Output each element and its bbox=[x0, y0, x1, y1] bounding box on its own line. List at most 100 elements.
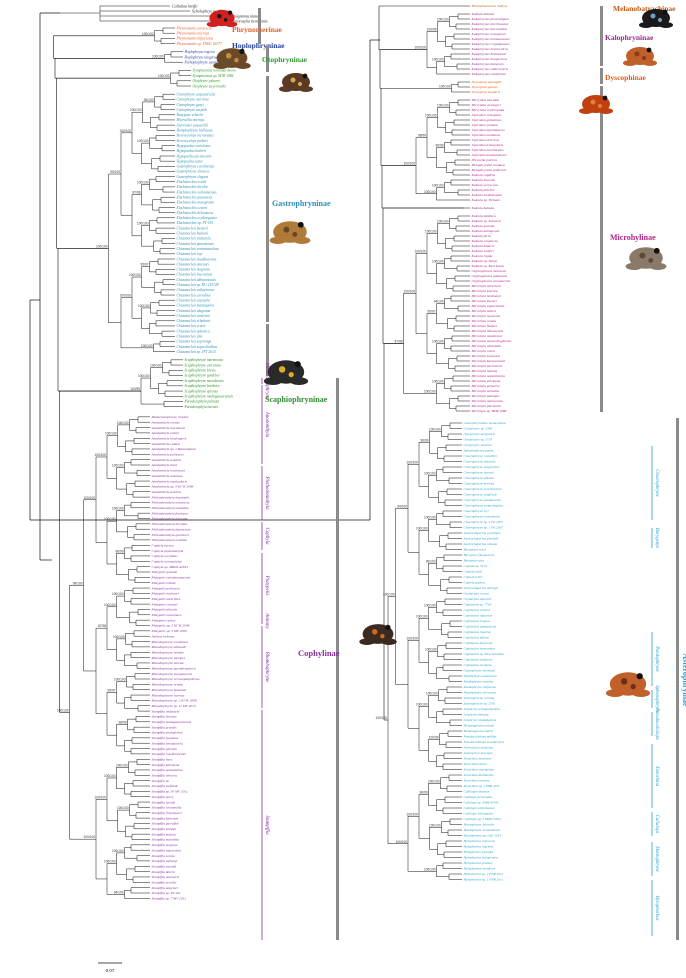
taxon-label: Microhyla achatina bbox=[471, 389, 500, 393]
taxon-label: Microhyla mukhlesuri bbox=[471, 334, 503, 338]
support-value: 100/100 bbox=[414, 46, 426, 50]
frog-leg bbox=[639, 22, 653, 28]
support-value: 100/100 bbox=[142, 32, 154, 36]
frog-eye bbox=[646, 47, 652, 53]
support-value: 100/100 bbox=[104, 774, 116, 778]
taxon-label: Ctenophryne geayi bbox=[177, 103, 204, 107]
frog-spot bbox=[639, 252, 646, 259]
taxon-label: Otophryne steyermarki bbox=[193, 84, 226, 88]
support-value: 100/100 bbox=[57, 708, 69, 712]
taxon-label: Elachistocleis bicolor bbox=[176, 185, 209, 189]
frog-spot bbox=[234, 58, 239, 63]
frog-spot bbox=[283, 226, 290, 233]
support-value: 100/100 bbox=[425, 114, 437, 118]
support-value: 100/100 bbox=[406, 636, 418, 640]
support-value: 100/100 bbox=[432, 380, 444, 384]
taxon-label: Stumpffia be bbox=[152, 779, 170, 783]
support-value: 98/99 bbox=[119, 720, 127, 724]
taxon-label: Elachistocleis ovalis bbox=[176, 180, 207, 184]
taxon-label: Microhyla superciliaris bbox=[471, 304, 506, 308]
taxon-label: Chiasmocleis sp. KU 215728 bbox=[177, 283, 219, 287]
taxon-label: Micryletta erythropoda bbox=[471, 108, 505, 112]
support-value: 100/100 bbox=[117, 806, 129, 810]
taxon-label: Stumpffia angeluci bbox=[152, 886, 178, 890]
taxon-label: Plethodontohyla bipunctata bbox=[151, 527, 191, 531]
taxon-label: Plethodontohyla ocellata bbox=[151, 538, 188, 542]
taxon-label: Chiasmocleis royi bbox=[177, 252, 203, 256]
taxon-label: Phrynomantis bifasciatus bbox=[176, 37, 214, 41]
support-value: 100/100 bbox=[113, 635, 125, 639]
support-value: 100/100 bbox=[429, 427, 441, 431]
taxon-label: Uperodon globulosus bbox=[472, 118, 503, 122]
frog-eye bbox=[302, 73, 308, 79]
bar-melanobatrachinae bbox=[600, 6, 603, 12]
taxon-label: Chiasmocleis bassleri bbox=[177, 226, 209, 230]
taxon-label: Callulops sp. ZMB 63504 bbox=[464, 801, 499, 805]
taxon-label: Hylophorbus nigrinus bbox=[463, 845, 495, 849]
frog-eye bbox=[385, 624, 391, 631]
taxon-label: Rhombophryne guentherpetersi bbox=[151, 667, 196, 671]
taxon-label: Dyscophus antongilii bbox=[471, 80, 502, 84]
taxon-label: Stumpffia megsoni bbox=[152, 843, 178, 847]
taxon-label: Gastrophryne olivacea bbox=[177, 170, 210, 174]
frog-leg bbox=[623, 60, 637, 66]
support-value: 100/100 bbox=[104, 517, 116, 521]
taxon-label: Kalophrynus orangensis bbox=[471, 32, 507, 36]
taxon-label: Stumpffia valbergi bbox=[152, 859, 178, 863]
support-value: 100/100 bbox=[437, 104, 449, 108]
taxon-label: Copiula pipiens bbox=[464, 581, 486, 585]
genus-label: Pseudocallulops bbox=[654, 707, 659, 740]
frog-leg bbox=[579, 108, 593, 114]
taxon-label: Glyphoglossus yunnanensis bbox=[472, 279, 511, 283]
taxon-label: Kaloula pulchra bbox=[471, 188, 495, 192]
support-value: 100/100 bbox=[83, 835, 95, 839]
taxon-label: Arcovomer passarellii bbox=[176, 123, 209, 127]
support-value: 100/100 bbox=[112, 849, 124, 853]
genus-label: Rhombophryne bbox=[264, 651, 269, 683]
taxon-label: Liophryne rhododactyla bbox=[463, 718, 497, 722]
frog-spot bbox=[223, 18, 228, 22]
taxon-label: Platypelis grandis bbox=[151, 570, 178, 574]
taxon-label: Choerophryne sp. 1 FK 2007 bbox=[464, 526, 504, 530]
taxon-label: Anodonthyla rouxae bbox=[151, 420, 181, 424]
taxon-label: Stumpffia contumelia bbox=[152, 806, 182, 810]
taxon-label: Microhyla malang bbox=[471, 369, 498, 373]
taxon-label: Platypelis milloti bbox=[151, 581, 176, 585]
taxon-label: Kalophrynus intermedius bbox=[471, 27, 508, 31]
taxon-label: Glyphoglossus molossus bbox=[472, 269, 507, 273]
frog-leg bbox=[289, 377, 309, 385]
taxon-label: Hypopachus barberi bbox=[176, 149, 207, 153]
taxon-label: Liophryne schlaginhaufeni bbox=[463, 707, 501, 711]
taxon-label: Copiula tyleri bbox=[464, 575, 483, 579]
taxon-label: Stumpffia bishopi bbox=[152, 827, 177, 831]
support-value: 87/98 bbox=[98, 624, 106, 628]
taxon-label: Chiasmocleis sapiranga bbox=[177, 340, 212, 344]
support-value: 100/100 bbox=[406, 812, 418, 816]
taxon-label: Scaphiophryne boribory bbox=[185, 384, 220, 388]
subfamily-label-microhylinae: Microhylinae bbox=[610, 233, 656, 242]
taxon-label: Metamagnusia slateri bbox=[463, 729, 494, 733]
support-value: 100/100 bbox=[94, 453, 106, 457]
taxon-label: Genyophryne thomsoni bbox=[464, 669, 496, 673]
taxon-label: Choerophryne gracilirostris bbox=[464, 487, 503, 491]
taxon-label: Stumpffia grandis bbox=[152, 725, 178, 729]
subfamily-label-gastrophryninae: Gastrophryninae bbox=[272, 199, 331, 208]
taxon-label: Rhombophryne coudreaui bbox=[151, 640, 188, 644]
taxon-label: Scaphiophryne menabensis bbox=[185, 379, 225, 383]
taxon-label: Melanobatrachus indicus bbox=[471, 4, 508, 8]
taxon-label: Paedophryne amauensis bbox=[463, 674, 498, 678]
taxon-label: Barygenys exsul bbox=[464, 548, 486, 552]
support-value: 100/100 bbox=[432, 260, 444, 264]
taxon-label: Callulops stictogaster bbox=[464, 812, 495, 816]
taxon-label: Chiasmocleis atlantica bbox=[177, 329, 210, 333]
taxon-label: Sphenophryne sp. 2541 bbox=[464, 702, 496, 706]
outgroup-label: Pelorosylia hemicimis bbox=[231, 18, 268, 23]
subfamily-label-hoplophryninae: Hoplophryninae bbox=[232, 41, 285, 50]
taxon-label: Kaloula mediolineata bbox=[471, 193, 503, 197]
support-value: 100/100 bbox=[112, 592, 124, 596]
taxon-label: Platypelis alticola bbox=[151, 608, 178, 612]
taxon-label: Elachistocleis helianneae bbox=[176, 211, 214, 215]
taxon-label: Cophixalus infacetus bbox=[464, 614, 493, 618]
frog-spot bbox=[290, 77, 296, 83]
taxon-label: Stumpffia froschaueri bbox=[152, 811, 182, 815]
